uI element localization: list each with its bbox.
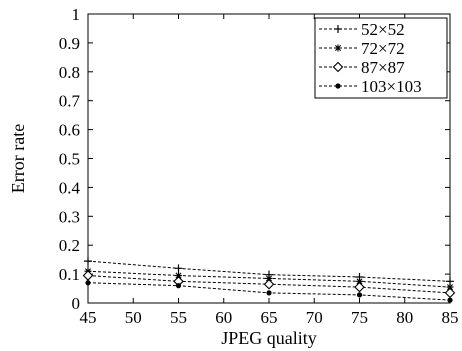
- data-point: [85, 280, 91, 286]
- x-tick-label: 85: [442, 308, 459, 327]
- data-point: [447, 297, 453, 303]
- legend-marker: [334, 44, 342, 52]
- legend-label: 52×52: [361, 20, 405, 39]
- x-tick-label: 60: [215, 308, 232, 327]
- y-tick-label: 0.8: [59, 63, 80, 82]
- y-tick-label: 0.3: [59, 207, 80, 226]
- y-tick-label: 0.6: [59, 121, 80, 140]
- legend-label: 87×87: [361, 58, 405, 77]
- legend-marker: [332, 61, 344, 73]
- x-tick-label: 45: [80, 308, 97, 327]
- data-point: [444, 287, 456, 299]
- y-tick-label: 0.9: [59, 34, 80, 53]
- x-tick-label: 80: [396, 308, 413, 327]
- x-tick-label: 55: [170, 308, 187, 327]
- y-tick-label: 0.2: [59, 236, 80, 255]
- y-tick-label: 0.1: [59, 265, 80, 284]
- x-tick-label: 65: [261, 308, 278, 327]
- legend-marker: [334, 25, 342, 33]
- y-tick-label: 0.5: [59, 150, 80, 169]
- data-point: [446, 283, 454, 291]
- series-layer: [82, 257, 456, 303]
- x-axis-label: JPEG quality: [221, 328, 317, 348]
- data-point: [174, 264, 183, 273]
- y-tick-label: 0: [72, 294, 81, 313]
- x-tick-label: 70: [306, 308, 323, 327]
- axes: 45 50 55 60 65 70 75 80 85 0 0.1 0.2 0.3 0.4 0.5 0.6 0.7…: [59, 5, 459, 327]
- y-tick-label: 0.7: [59, 92, 81, 111]
- data-point: [266, 290, 272, 296]
- data-point: [175, 272, 182, 280]
- data-point: [175, 283, 182, 289]
- y-tick-label: 0.4: [59, 178, 81, 197]
- legend-marker: [335, 83, 341, 89]
- legend-label: 72×72: [361, 39, 405, 58]
- series-87-87: [82, 270, 456, 299]
- data-point: [265, 274, 273, 282]
- y-tick-label: 1: [72, 5, 81, 24]
- data-point: [82, 270, 94, 281]
- y-axis-label: Error rate: [8, 124, 28, 193]
- data-point: [356, 277, 363, 285]
- legend-label: 103×103: [361, 77, 422, 96]
- series-103-103: [85, 280, 453, 303]
- data-point: [354, 281, 365, 293]
- x-tick-label: 50: [125, 308, 142, 327]
- data-point: [356, 292, 363, 298]
- data-point: [263, 278, 275, 290]
- x-tick-label: 75: [351, 308, 368, 327]
- data-point: [84, 257, 92, 266]
